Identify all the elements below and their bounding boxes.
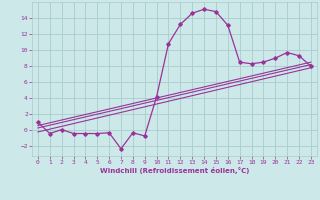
X-axis label: Windchill (Refroidissement éolien,°C): Windchill (Refroidissement éolien,°C) — [100, 167, 249, 174]
